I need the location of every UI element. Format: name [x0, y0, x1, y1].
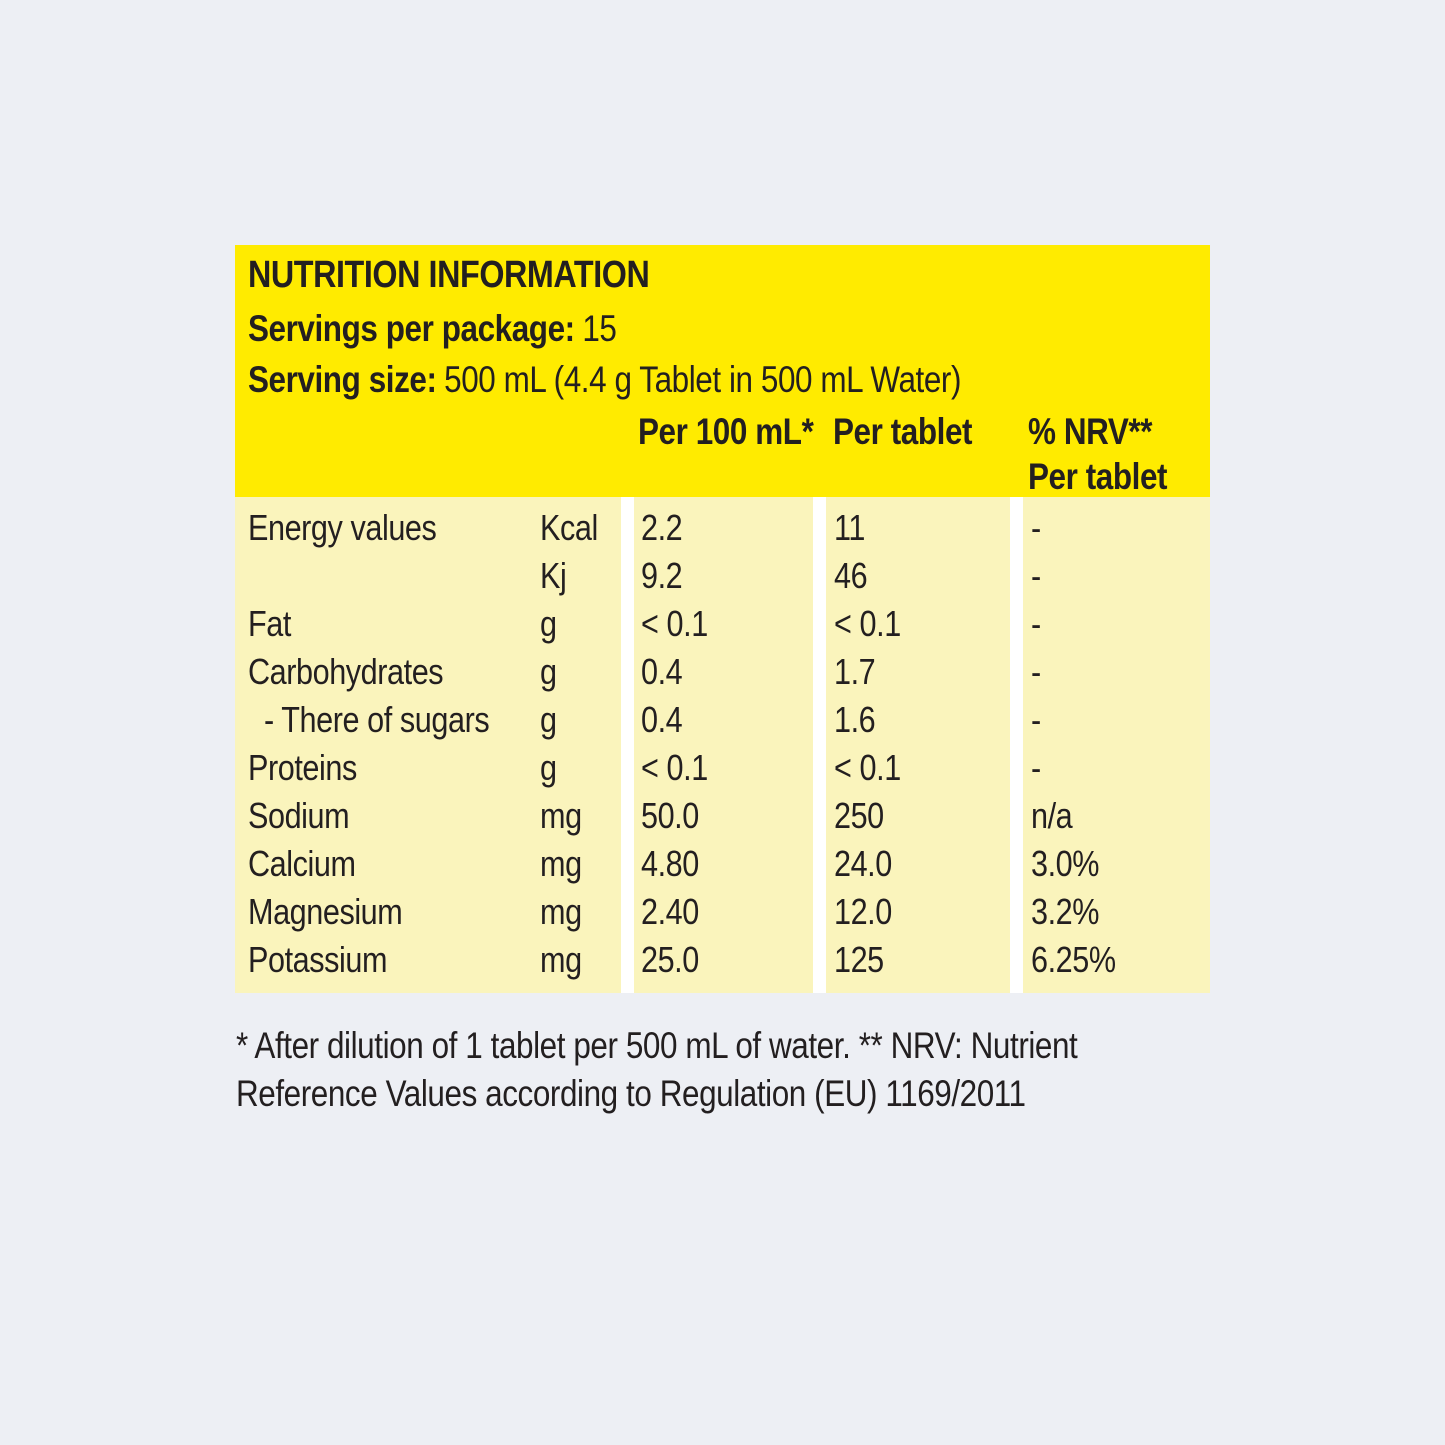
- cell-nrv: 6.25%: [1031, 939, 1116, 980]
- cell-nrv: -: [1031, 555, 1041, 596]
- table-row: Energy values Kcal 2.2 11 -: [235, 504, 1210, 552]
- footnote-line2: Reference Values according to Regulation…: [236, 1073, 1026, 1114]
- cell-nrv: 3.2%: [1031, 891, 1100, 932]
- table-row: Magnesium mg 2.40 12.0 3.2%: [235, 888, 1210, 936]
- cell-per-100ml: < 0.1: [641, 747, 708, 788]
- cell-per-tablet: 1.6: [834, 699, 876, 740]
- column-header-per-tablet: Per tablet: [833, 411, 973, 452]
- cell-nrv: -: [1031, 747, 1041, 788]
- servings-label: Servings per package:: [248, 308, 575, 349]
- table-body: Energy values Kcal 2.2 11 - Kj 9.2 46 - …: [235, 497, 1210, 993]
- cell-nrv: -: [1031, 507, 1041, 548]
- table-row: Sodium mg 50.0 250 n/a: [235, 792, 1210, 840]
- page-title: NUTRITION INFORMATION: [248, 254, 650, 296]
- cell-per-tablet: 46: [834, 555, 868, 596]
- column-separator-1: [621, 497, 634, 993]
- table-row: Potassium mg 25.0 125 6.25%: [235, 936, 1210, 984]
- column-separator-2: [813, 497, 826, 993]
- cell-nrv: -: [1031, 603, 1041, 644]
- cell-per-tablet: < 0.1: [834, 603, 901, 644]
- cell-per-100ml: < 0.1: [641, 603, 708, 644]
- cell-nutrient-name: Energy values: [248, 507, 437, 548]
- cell-per-tablet: 11: [834, 507, 865, 548]
- table-row: - There of sugars g 0.4 1.6 -: [235, 696, 1210, 744]
- cell-nrv: -: [1031, 651, 1041, 692]
- cell-per-tablet: 1.7: [834, 651, 876, 692]
- cell-per-100ml: 2.40: [641, 891, 699, 932]
- cell-nrv: -: [1031, 699, 1041, 740]
- footnote-line1: * After dilution of 1 tablet per 500 mL …: [236, 1025, 1078, 1066]
- cell-nutrient-name: Calcium: [248, 843, 356, 884]
- cell-per-100ml: 50.0: [641, 795, 699, 836]
- cell-per-tablet: < 0.1: [834, 747, 901, 788]
- cell-per-100ml: 0.4: [641, 699, 683, 740]
- cell-nutrient-name: Carbohydrates: [248, 651, 444, 692]
- table-row: Kj 9.2 46 -: [235, 552, 1210, 600]
- column-header-nrv-line1: % NRV**: [1028, 411, 1153, 452]
- cell-per-tablet: 12.0: [834, 891, 892, 932]
- cell-unit: g: [540, 699, 557, 740]
- cell-per-tablet: 250: [834, 795, 884, 836]
- serving-size-label: Serving size:: [248, 359, 437, 400]
- cell-nutrient-name: Sodium: [248, 795, 350, 836]
- cell-unit: g: [540, 603, 557, 644]
- page-title-row: NUTRITION INFORMATION: [248, 253, 720, 297]
- nutrition-table: NUTRITION INFORMATION Servings per packa…: [235, 245, 1210, 993]
- column-separator-3: [1010, 497, 1023, 993]
- table-row: Proteins g < 0.1 < 0.1 -: [235, 744, 1210, 792]
- servings-value: 15: [582, 308, 617, 349]
- cell-per-100ml: 4.80: [641, 843, 699, 884]
- cell-unit: g: [540, 747, 557, 788]
- cell-per-tablet: 24.0: [834, 843, 892, 884]
- cell-nrv: 3.0%: [1031, 843, 1100, 884]
- cell-nutrient-name: Magnesium: [248, 891, 403, 932]
- table-row: Fat g < 0.1 < 0.1 -: [235, 600, 1210, 648]
- table-row: Carbohydrates g 0.4 1.7 -: [235, 648, 1210, 696]
- cell-per-100ml: 2.2: [641, 507, 683, 548]
- cell-unit: Kj: [540, 555, 567, 596]
- table-row: Calcium mg 4.80 24.0 3.0%: [235, 840, 1210, 888]
- cell-unit: g: [540, 651, 557, 692]
- cell-per-100ml: 9.2: [641, 555, 683, 596]
- serving-size-line: Serving size: 500 mL (4.4 g Tablet in 500…: [248, 358, 1087, 402]
- serving-size-value: 500 mL (4.4 g Tablet in 500 mL Water): [444, 359, 962, 400]
- table-header: NUTRITION INFORMATION Servings per packa…: [235, 245, 1210, 497]
- cell-unit: Kcal: [540, 507, 598, 548]
- cell-nutrient-name: Proteins: [248, 747, 357, 788]
- footnote: * After dilution of 1 tablet per 500 mL …: [236, 1022, 1416, 1118]
- cell-per-tablet: 125: [834, 939, 884, 980]
- servings-line: Servings per package: 15: [248, 307, 682, 351]
- cell-nutrient-name: Fat: [248, 603, 291, 644]
- column-header-nrv-line2: Per tablet: [1028, 456, 1168, 497]
- cell-per-100ml: 25.0: [641, 939, 699, 980]
- column-header-per-100ml: Per 100 mL*: [638, 411, 814, 452]
- cell-unit: mg: [540, 843, 582, 884]
- cell-nutrient-name: Potassium: [248, 939, 388, 980]
- cell-nrv: n/a: [1031, 795, 1073, 836]
- cell-unit: mg: [540, 939, 582, 980]
- cell-unit: mg: [540, 891, 582, 932]
- cell-nutrient-name: - There of sugars: [264, 699, 490, 740]
- cell-per-100ml: 0.4: [641, 651, 683, 692]
- cell-unit: mg: [540, 795, 582, 836]
